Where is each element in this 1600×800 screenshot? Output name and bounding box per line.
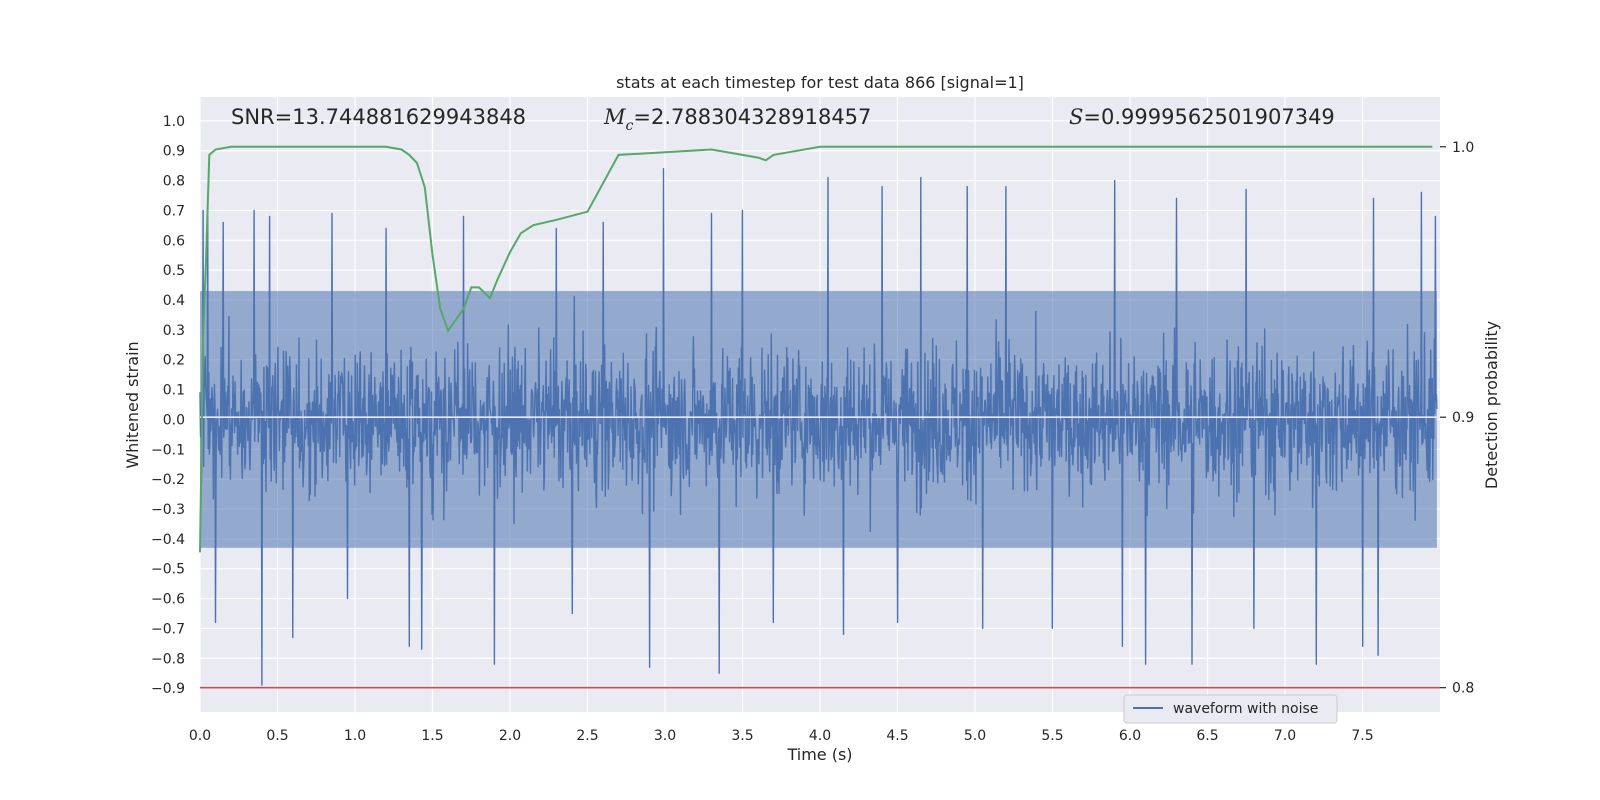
y-axis-label: Whitened strain bbox=[123, 341, 142, 468]
y-tick-label: 0.7 bbox=[163, 203, 185, 219]
x-tick-label: 1.0 bbox=[344, 728, 366, 744]
y-tick-label: −0.9 bbox=[151, 681, 185, 697]
x-tick-label: 7.5 bbox=[1351, 728, 1373, 744]
y-tick-label: −0.1 bbox=[151, 442, 185, 458]
x-tick-label: 3.5 bbox=[731, 728, 753, 744]
y-right-tick-label: 0.8 bbox=[1452, 681, 1474, 697]
y-tick-label: 0.1 bbox=[163, 383, 185, 399]
legend-box bbox=[1123, 694, 1338, 724]
x-tick-label: 2.0 bbox=[499, 728, 521, 744]
y-tick-label: 0.5 bbox=[163, 263, 185, 279]
x-tick-label: 6.5 bbox=[1196, 728, 1218, 744]
x-tick-label: 4.0 bbox=[809, 728, 831, 744]
y-right-axis-label: Detection probability bbox=[1482, 321, 1501, 489]
snr-annotation: SNR=13.744881629943848 bbox=[231, 105, 526, 129]
x-axis-ticks: 0.0 0.5 1.0 1.5 2.0 2.5 3.0 3.5 4.0 4.5 5.0 5.5 6.0 6… bbox=[189, 728, 1374, 744]
x-tick-label: 5.5 bbox=[1041, 728, 1063, 744]
y-tick-label: 0.6 bbox=[163, 233, 185, 249]
y-tick-label: 0.8 bbox=[163, 174, 185, 190]
waveform-series bbox=[199, 168, 1438, 686]
chirp-mass-annotation: Mc=2.788304328918457 bbox=[603, 105, 871, 134]
y-tick-label: 0.2 bbox=[163, 353, 185, 369]
probability-series bbox=[199, 145, 1433, 553]
y-tick-label: −0.6 bbox=[151, 592, 185, 608]
x-tick-label: 1.5 bbox=[421, 728, 443, 744]
y-tick-label: −0.7 bbox=[151, 621, 185, 637]
x-tick-label: 5.0 bbox=[964, 728, 986, 744]
x-tick-label: 6.0 bbox=[1119, 728, 1141, 744]
chirp-mass-symbol: M bbox=[603, 105, 626, 129]
chirp-mass-value: =2.788304328918457 bbox=[633, 105, 871, 129]
y-tick-label: −0.5 bbox=[151, 562, 185, 578]
x-tick-label: 4.5 bbox=[886, 728, 908, 744]
x-tick-label: 0.0 bbox=[189, 728, 211, 744]
score-value: =0.9999562501907349 bbox=[1083, 105, 1334, 129]
reference-lines bbox=[200, 416, 1440, 689]
x-tick-label: 3.0 bbox=[654, 728, 676, 744]
y-tick-label: 0.9 bbox=[163, 144, 185, 160]
x-axis-label: Time (s) bbox=[786, 745, 852, 764]
x-tick-label: 0.5 bbox=[266, 728, 288, 744]
y-tick-label: 0.0 bbox=[163, 412, 185, 428]
y-right-tick-label: 0.9 bbox=[1452, 410, 1474, 426]
legend-label-waveform: waveform with noise bbox=[1173, 701, 1318, 717]
legend: waveform with noise bbox=[1123, 694, 1338, 724]
y-tick-label: 1.0 bbox=[163, 114, 185, 130]
y-tick-label: −0.2 bbox=[151, 472, 185, 488]
x-tick-label: 2.5 bbox=[576, 728, 598, 744]
chart-title: stats at each timestep for test data 866… bbox=[616, 73, 1024, 92]
y-tick-label: 0.3 bbox=[163, 323, 185, 339]
detection-probability-line bbox=[199, 145, 1433, 553]
chirp-mass-subscript: c bbox=[626, 118, 634, 134]
score-symbol: S bbox=[1069, 105, 1083, 129]
waveform-noise-band bbox=[200, 291, 1437, 548]
y-tick-label: 0.4 bbox=[163, 293, 185, 309]
y-tick-label: −0.8 bbox=[151, 651, 185, 667]
y-right-tick-label: 1.0 bbox=[1452, 140, 1474, 156]
y-axis-ticks: 1.0 0.9 0.8 0.7 0.6 0.5 0.4 0.3 0.2 0.1 0.0 −0.1 −0.… bbox=[151, 114, 185, 697]
y-tick-label: −0.3 bbox=[151, 502, 185, 518]
y-tick-label: −0.4 bbox=[151, 532, 185, 548]
y-right-axis-ticks: 1.0 0.9 0.8 bbox=[1440, 140, 1474, 697]
score-annotation: S=0.9999562501907349 bbox=[1069, 105, 1335, 129]
x-tick-label: 7.0 bbox=[1274, 728, 1296, 744]
